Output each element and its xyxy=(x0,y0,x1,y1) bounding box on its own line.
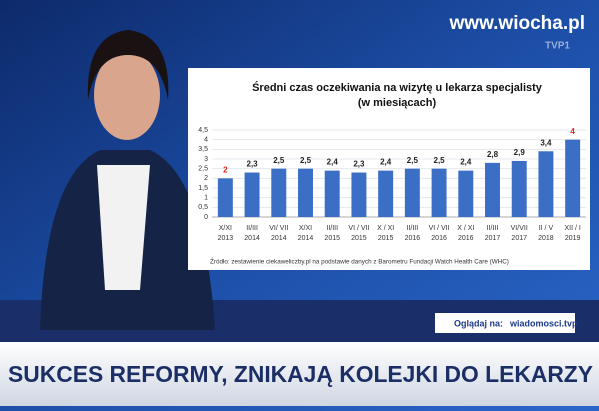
x-tick-label: II / V xyxy=(539,225,554,232)
value-label: 2,3 xyxy=(353,160,365,169)
y-tick-label: 0 xyxy=(204,214,208,221)
x-tick-label: X / XI xyxy=(457,225,474,232)
ticker-site: wiadomosci.tvp xyxy=(509,318,578,328)
watermark: www.wiocha.pl xyxy=(449,13,585,34)
bar xyxy=(324,170,340,217)
value-label: 4 xyxy=(570,127,575,136)
x-tick-label: X/XI xyxy=(299,225,312,232)
value-label: 2,5 xyxy=(300,156,312,165)
bar xyxy=(378,170,394,217)
x-tick-label: 2017 xyxy=(511,235,527,242)
y-tick-label: 2,5 xyxy=(198,166,208,173)
bar xyxy=(217,178,233,217)
bar xyxy=(511,160,527,217)
x-tick-label: II/III xyxy=(487,225,499,232)
value-label: 2,4 xyxy=(380,158,392,167)
x-tick-label: 2015 xyxy=(378,235,394,242)
bar xyxy=(244,172,260,217)
ticker-box xyxy=(435,313,575,333)
x-tick-label: 2014 xyxy=(271,235,287,242)
value-label: 3,4 xyxy=(540,138,552,147)
x-tick-label: 2016 xyxy=(431,235,447,242)
chart-source: Źródło: zestawienie ciekaweliczby.pl na … xyxy=(210,257,509,266)
x-tick-label: 2013 xyxy=(218,235,234,242)
x-tick-label: VI/VII xyxy=(511,225,528,232)
y-tick-label: 4,5 xyxy=(198,127,208,134)
x-tick-label: VI/ VII xyxy=(269,225,288,232)
y-tick-label: 0,5 xyxy=(198,204,208,211)
x-tick-label: 2016 xyxy=(458,235,474,242)
y-tick-label: 4 xyxy=(204,137,208,144)
y-tick-label: 1 xyxy=(204,195,208,202)
y-tick-label: 3 xyxy=(204,156,208,163)
x-tick-label: II/III xyxy=(407,225,419,232)
headline-band xyxy=(0,342,599,406)
bar xyxy=(404,168,420,217)
x-tick-label: VI / VII xyxy=(348,225,369,232)
bar xyxy=(298,168,313,217)
value-label: 2 xyxy=(223,165,228,174)
x-tick-label: 2016 xyxy=(405,235,421,242)
value-label: 2,5 xyxy=(434,156,446,165)
value-label: 2,4 xyxy=(327,158,339,167)
value-label: 2,9 xyxy=(514,148,526,157)
chart-subtitle: (w miesiącach) xyxy=(358,97,437,109)
bar xyxy=(458,170,474,217)
value-label: 2,4 xyxy=(460,158,472,167)
chart-title: Średni czas oczekiwania na wizytę u leka… xyxy=(252,81,543,94)
bar xyxy=(538,151,554,217)
presenter-shirt xyxy=(97,165,150,290)
value-label: 2,5 xyxy=(273,156,285,165)
x-tick-label: XII / I xyxy=(564,225,580,232)
x-tick-label: 2017 xyxy=(485,235,501,242)
value-label: 2,5 xyxy=(407,156,419,165)
x-tick-label: 2019 xyxy=(565,235,581,242)
x-tick-label: 2015 xyxy=(351,235,367,242)
headline: SUKCES REFORMY, ZNIKAJĄ KOLEJKI DO LEKAR… xyxy=(8,361,593,387)
x-tick-label: II/III xyxy=(246,225,258,232)
x-tick-label: 2014 xyxy=(244,235,260,242)
bar xyxy=(431,168,447,217)
bar xyxy=(565,139,581,217)
value-label: 2,8 xyxy=(487,150,499,159)
presenter-hair xyxy=(87,30,169,100)
bar xyxy=(485,162,500,217)
x-tick-label: 2015 xyxy=(324,235,340,242)
ticker-label: Oglądaj na: xyxy=(454,318,503,328)
y-tick-label: 1,5 xyxy=(198,185,208,192)
x-tick-label: II/III xyxy=(326,225,338,232)
presenter-face xyxy=(94,50,160,140)
value-label: 2,3 xyxy=(247,160,259,169)
y-tick-label: 2 xyxy=(204,175,208,182)
x-tick-label: 2018 xyxy=(538,235,554,242)
y-tick-label: 3,5 xyxy=(198,146,208,153)
x-tick-label: X / XI xyxy=(377,225,394,232)
x-tick-label: VI / VII xyxy=(429,225,450,232)
bar xyxy=(271,168,287,217)
bar xyxy=(351,172,367,217)
x-tick-label: 2014 xyxy=(298,235,314,242)
channel-logo: TVP1 xyxy=(545,41,570,52)
x-tick-label: X/XI xyxy=(219,225,232,232)
